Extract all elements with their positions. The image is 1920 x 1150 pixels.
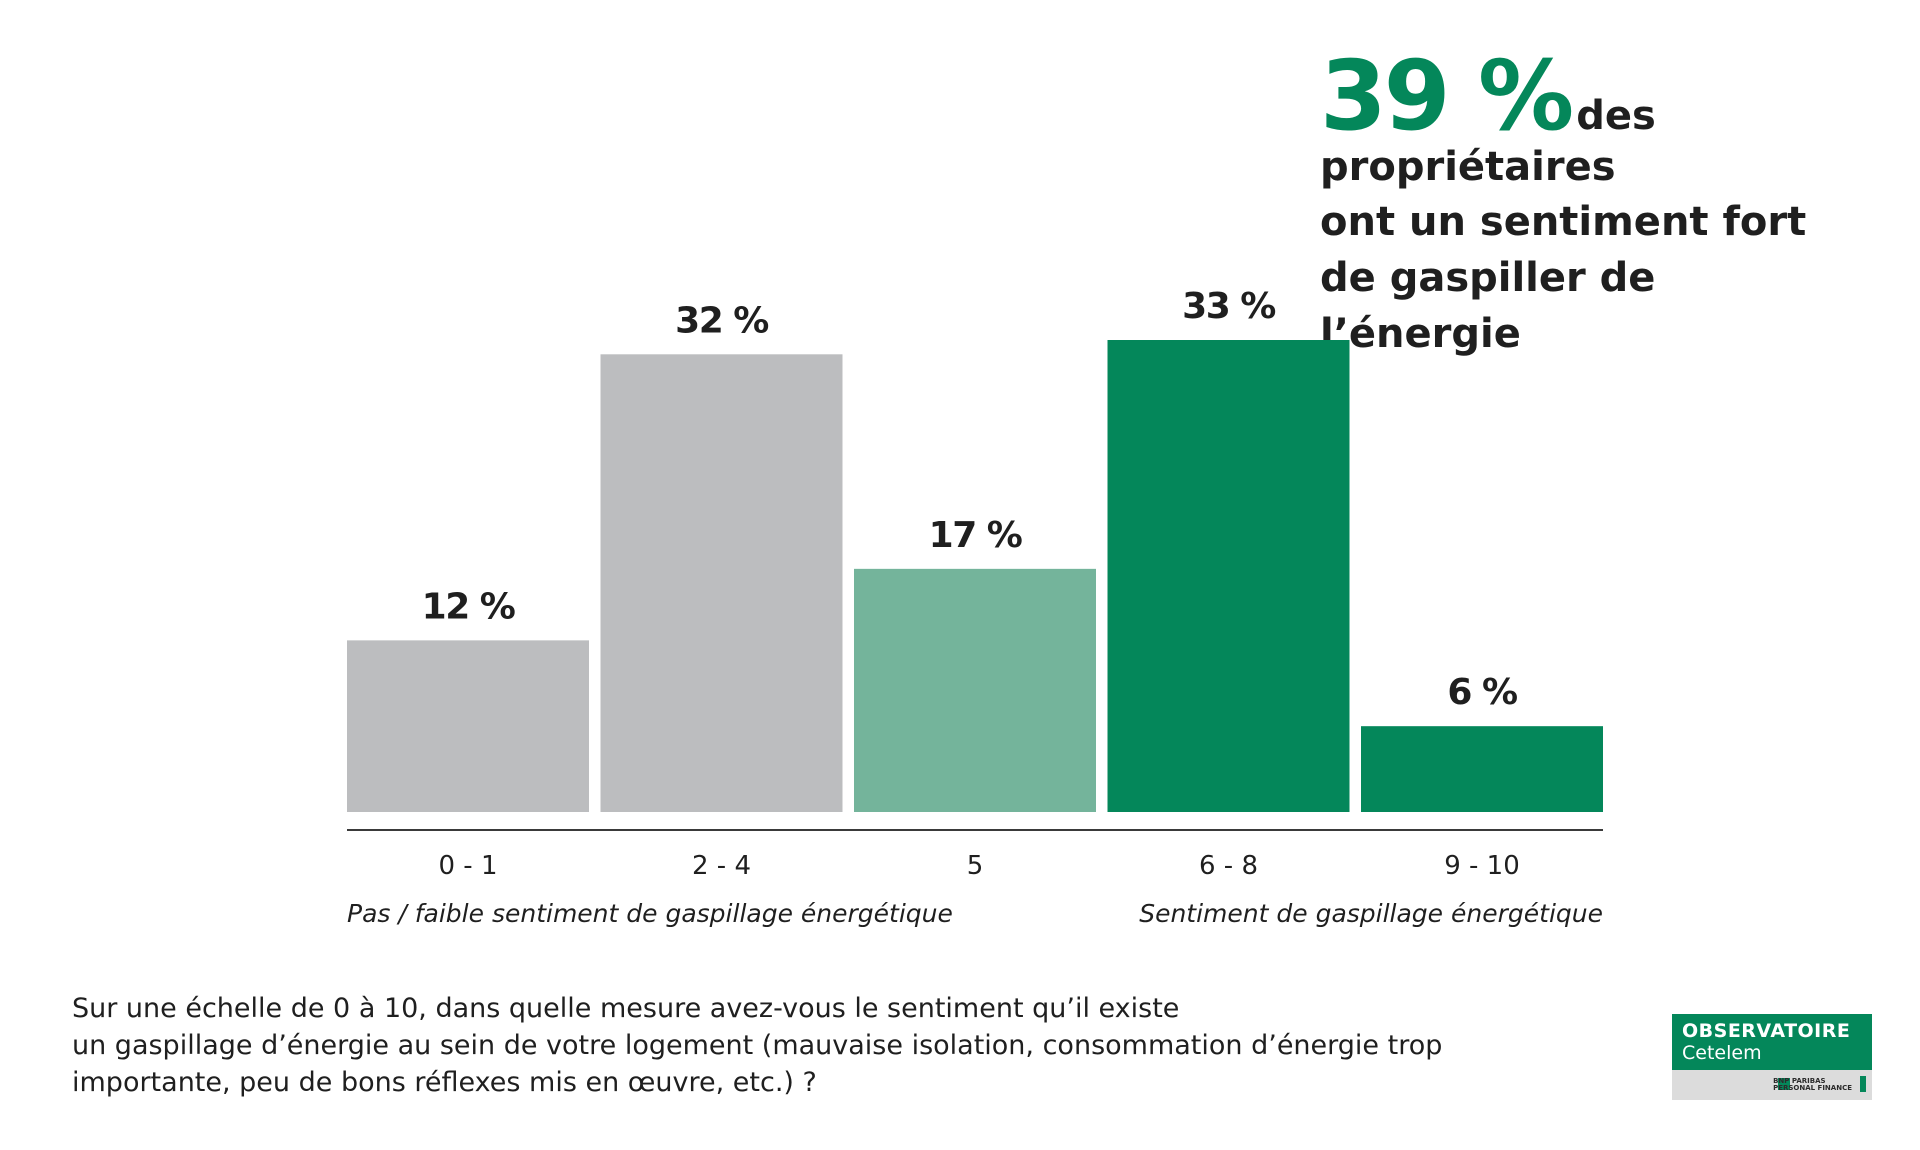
bar-0 bbox=[347, 640, 589, 812]
bnp-line-2: PERSONAL FINANCE bbox=[1773, 1084, 1852, 1092]
logo-sub: Cetelem bbox=[1682, 1042, 1762, 1064]
survey-question: Sur une échelle de 0 à 10, dans quelle m… bbox=[72, 990, 1492, 1101]
x-tick-label-0: 0 - 1 bbox=[439, 851, 498, 881]
question-line-3: importante, peu de bons réflexes mis en … bbox=[72, 1067, 817, 1098]
x-tick-label-2: 5 bbox=[967, 851, 984, 881]
question-line-2: un gaspillage d’énergie au sein de votre… bbox=[72, 1030, 1443, 1061]
logo-green-block: OBSERVATOIRE Cetelem bbox=[1672, 1014, 1872, 1070]
bar-value-label-4: 6 % bbox=[1447, 672, 1517, 713]
bar-value-label-2: 17 % bbox=[929, 515, 1022, 556]
bar-value-label-0: 12 % bbox=[422, 586, 515, 627]
x-tick-label-3: 6 - 8 bbox=[1199, 851, 1258, 881]
logo-grey-block: BNP PARIBAS PERSONAL FINANCE bbox=[1672, 1070, 1872, 1100]
headline-percentage: 39 % bbox=[1320, 40, 1574, 152]
bar-value-label-3: 33 % bbox=[1182, 286, 1275, 327]
x-tick-label-1: 2 - 4 bbox=[692, 851, 751, 881]
bar-2 bbox=[854, 568, 1096, 812]
headline-rest-text: ont un sentiment fort de gaspiller de l’… bbox=[1320, 199, 1807, 357]
annotation-right: Sentiment de gaspillage énergétique bbox=[1139, 899, 1603, 928]
bar-4 bbox=[1361, 726, 1603, 812]
headline-lead-text: des propriétaires bbox=[1320, 93, 1656, 190]
bnp-figure-icon bbox=[1860, 1076, 1866, 1092]
x-tick-label-4: 9 - 10 bbox=[1444, 851, 1520, 881]
question-line-1: Sur une échelle de 0 à 10, dans quelle m… bbox=[72, 993, 1180, 1024]
bnp-line-1: BNP PARIBAS bbox=[1773, 1077, 1826, 1085]
logo-name: OBSERVATOIRE bbox=[1682, 1020, 1851, 1042]
bnp-star-icon bbox=[1778, 1078, 1790, 1090]
annotation-left: Pas / faible sentiment de gaspillage éne… bbox=[347, 899, 953, 928]
bar-1 bbox=[600, 354, 843, 812]
bnp-paribas-text: BNP PARIBAS PERSONAL FINANCE bbox=[1773, 1078, 1852, 1092]
observatoire-cetelem-logo: OBSERVATOIRE Cetelem BNP PARIBAS PERSONA… bbox=[1672, 1014, 1872, 1100]
bar-value-label-1: 32 % bbox=[675, 300, 768, 341]
bar-3 bbox=[1107, 340, 1350, 812]
headline: 39 % des propriétaires ont un sentiment … bbox=[1320, 48, 1900, 362]
